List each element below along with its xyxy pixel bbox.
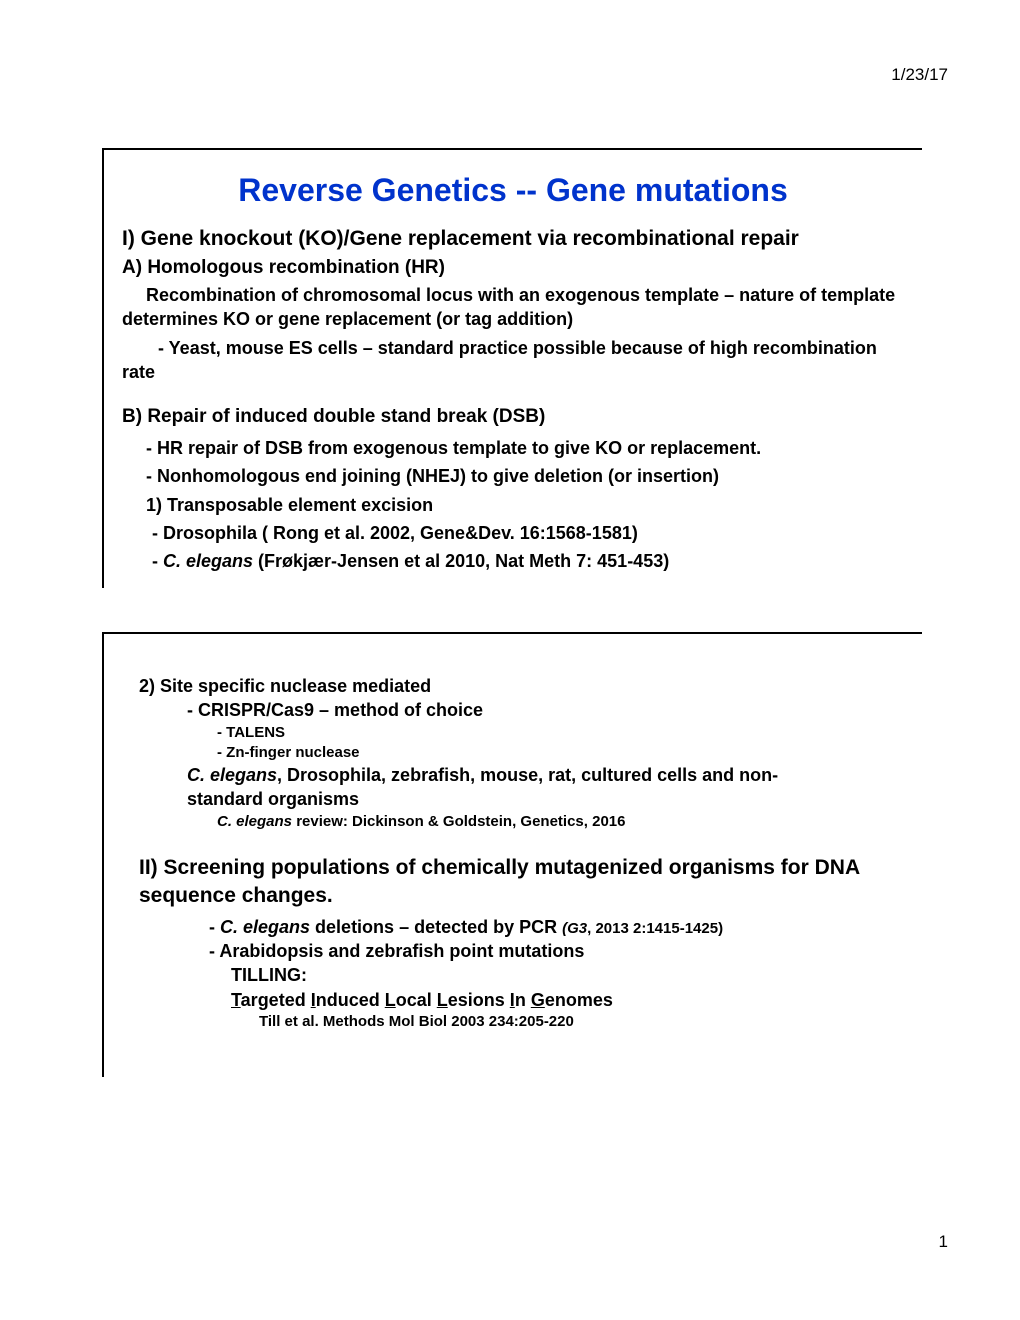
s2-line2: - CRISPR/Cas9 – method of choice — [139, 698, 904, 722]
page-number: 1 — [939, 1232, 948, 1252]
u-L: L — [385, 990, 396, 1010]
c-elegans-ital-3: C. elegans — [217, 813, 292, 830]
section-II-heading: II) Screening populations of chemically … — [139, 854, 904, 911]
page-date: 1/23/17 — [891, 65, 948, 85]
s2-l6-text: review: Dickinson & Goldstein, Genetics,… — [292, 813, 625, 830]
dash: - — [209, 917, 220, 937]
s2-IIa-small-ital: (G3 — [562, 920, 587, 937]
slide-title: Reverse Genetics -- Gene mutations — [122, 172, 904, 209]
t1: argeted — [241, 990, 311, 1010]
s2-IIc: TILLING: — [139, 963, 904, 987]
s2-line1: 2) Site specific nuclease mediated — [139, 674, 904, 698]
section-A-heading: A) Homologous recombination (HR) — [122, 257, 904, 279]
section-B-bullet2: - Nonhomologous end joining (NHEJ) to gi… — [122, 464, 904, 488]
t3: ocal — [396, 990, 437, 1010]
c-elegans-ital: C. elegans — [163, 551, 253, 571]
ref-text: (Frøkjær-Jensen et al 2010, Nat Meth 7: … — [253, 551, 669, 571]
section-A-para1: Recombination of chromosomal locus with … — [122, 283, 904, 332]
s2-IId-tilling: Targeted Induced Local Lesions In Genome… — [139, 988, 904, 1012]
s2-IIb: - Arabidopsis and zebrafish point mutati… — [139, 939, 904, 963]
s2-line3: - TALENS — [139, 723, 904, 743]
section-B-1b: - C. elegans (Frøkjær-Jensen et al 2010,… — [122, 549, 904, 573]
t2: nduced — [316, 990, 385, 1010]
dash: - — [152, 551, 163, 571]
u-T: T — [231, 990, 241, 1010]
slide-2: 2) Site specific nuclease mediated - CRI… — [102, 632, 922, 1077]
u-L2: L — [437, 990, 448, 1010]
s2-IIa-small: , 2013 2:1415-1425) — [587, 920, 723, 937]
section-I-heading: I) Gene knockout (KO)/Gene replacement v… — [122, 227, 904, 251]
section-B-bullet1: - HR repair of DSB from exogenous templa… — [122, 436, 904, 460]
section-B-heading: B) Repair of induced double stand break … — [122, 406, 904, 428]
section-A-para2: - Yeast, mouse ES cells – standard pract… — [122, 336, 904, 385]
t4: esions — [448, 990, 510, 1010]
slide-1: Reverse Genetics -- Gene mutations I) Ge… — [102, 148, 922, 588]
s2-line4: - Zn-finger nuclease — [139, 743, 904, 763]
c-elegans-ital-4: C. elegans — [220, 917, 310, 937]
s2-line5: C. elegans, Drosophila, zebrafish, mouse… — [139, 763, 904, 812]
s2-IIe: Till et al. Methods Mol Biol 2003 234:20… — [139, 1012, 904, 1032]
section-B-1: 1) Transposable element excision — [122, 493, 904, 517]
s2-IIa: - C. elegans deletions – detected by PCR… — [139, 915, 904, 939]
section-B-1a: - Drosophila ( Rong et al. 2002, Gene&De… — [122, 521, 904, 545]
t6: enomes — [545, 990, 613, 1010]
u-G: G — [531, 990, 545, 1010]
t5: n — [515, 990, 531, 1010]
s2-line6: C. elegans review: Dickinson & Goldstein… — [139, 812, 904, 832]
s2-IIa-mid: deletions – detected by PCR — [310, 917, 562, 937]
c-elegans-ital-2: C. elegans — [187, 765, 277, 785]
